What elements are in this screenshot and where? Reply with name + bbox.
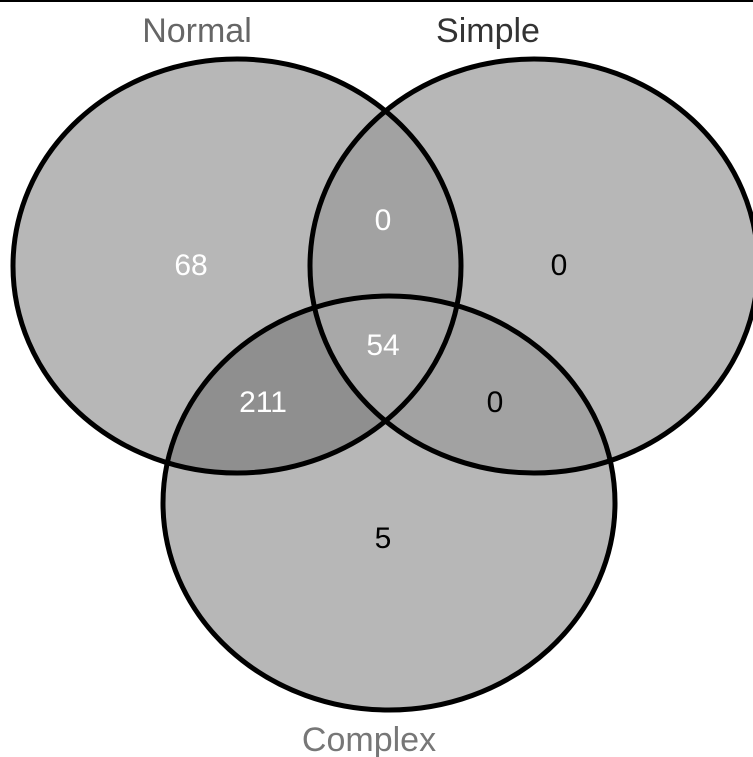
all-sets-count: 54 bbox=[366, 329, 399, 362]
simple-complex-overlap bbox=[310, 296, 615, 473]
normal-complex-count: 211 bbox=[239, 386, 287, 419]
normal-only-count: 68 bbox=[174, 249, 207, 282]
simple-complex-count: 0 bbox=[487, 386, 504, 419]
complex-set-label: Complex bbox=[302, 721, 436, 757]
normal-complex-overlap bbox=[163, 296, 461, 473]
normal-set-label: Normal bbox=[142, 12, 252, 50]
simple-only-count: 0 bbox=[551, 249, 568, 282]
complex-set-outline bbox=[160, 293, 618, 713]
complex-only-count: 5 bbox=[375, 522, 392, 555]
simple-set-outline bbox=[307, 56, 753, 476]
normal-simple-count: 0 bbox=[375, 204, 392, 237]
simple-set-label: Simple bbox=[436, 12, 540, 50]
normal-set-outline bbox=[10, 56, 464, 476]
